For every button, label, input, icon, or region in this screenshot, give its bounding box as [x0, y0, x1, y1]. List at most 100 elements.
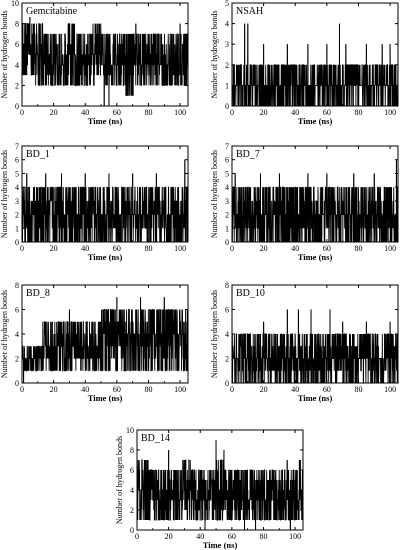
x-tick-label: 100 — [384, 244, 396, 253]
panel-title-backing — [234, 5, 263, 17]
hbond-series-line — [231, 23, 399, 107]
panel-title: NSAH — [236, 6, 263, 17]
plot-frame — [136, 429, 304, 531]
plot-frame — [21, 145, 189, 243]
x-axis-label: Time (ns) — [203, 540, 238, 550]
x-tick-label: 80 — [144, 385, 152, 394]
y-tick-label: 0 — [15, 379, 19, 388]
y-tick-label: 0 — [130, 526, 134, 535]
y-axis-label: Number of hydrogen bonds — [210, 290, 219, 378]
x-tick-label: 20 — [260, 108, 268, 117]
x-tick-label: 40 — [81, 244, 89, 253]
chart-panel-nsah: NSAH 0 20 40 60 80 100 0 1 2 3 4 5 Time (ns) Number of… — [210, 0, 399, 126]
y-tick-label: 5 — [15, 169, 19, 178]
y-tick-label: 0 — [15, 102, 19, 111]
y-tick-label: 1 — [225, 81, 229, 90]
x-tick-label: 20 — [260, 244, 268, 253]
y-tick-label: 4 — [15, 61, 19, 70]
x-tick-label: 20 — [50, 108, 58, 117]
x-tick-label: 0 — [230, 108, 234, 117]
y-tick-label: 7 — [225, 142, 229, 151]
y-tick-label: 6 — [130, 466, 134, 475]
x-tick-label: 100 — [174, 385, 186, 394]
x-tick-label: 60 — [323, 385, 331, 394]
y-tick-label: 4 — [225, 20, 229, 29]
panel-title: BD_7 — [236, 149, 260, 160]
y-axis-label: Number of hydrogen bonds — [0, 290, 9, 378]
y-tick-label: 4 — [225, 183, 229, 192]
x-tick-label: 60 — [113, 385, 121, 394]
panel-title: BD_10 — [236, 288, 265, 299]
x-tick-label: 20 — [50, 244, 58, 253]
panel-title: BD_8 — [26, 288, 50, 299]
y-tick-label: 2 — [15, 355, 19, 364]
panel-title-backing — [139, 432, 173, 444]
y-tick-label: 10 — [126, 426, 134, 435]
y-tick-label: 0 — [225, 238, 229, 247]
plot-frame — [231, 145, 399, 243]
x-tick-label: 0 — [20, 108, 24, 117]
y-tick-label: 5 — [225, 169, 229, 178]
y-tick-label: 4 — [15, 330, 19, 339]
y-tick-label: 1 — [15, 224, 19, 233]
y-tick-label: 7 — [15, 142, 19, 151]
x-tick-label: 100 — [289, 532, 301, 541]
y-tick-label: 4 — [130, 486, 134, 495]
y-tick-label: 6 — [15, 306, 19, 315]
y-tick-label: 2 — [225, 211, 229, 220]
y-tick-label: 3 — [225, 40, 229, 49]
x-tick-label: 100 — [174, 244, 186, 253]
x-tick-label: 40 — [291, 108, 299, 117]
y-tick-label: 10 — [11, 0, 19, 8]
y-axis-label: Number of hydrogen bonds — [210, 150, 219, 238]
x-tick-label: 40 — [291, 244, 299, 253]
y-tick-label: 2 — [225, 355, 229, 364]
x-tick-label: 80 — [259, 532, 267, 541]
x-tick-label: 60 — [113, 108, 121, 117]
y-tick-label: 6 — [15, 156, 19, 165]
x-tick-label: 0 — [20, 385, 24, 394]
x-tick-label: 40 — [196, 532, 204, 541]
y-tick-label: 2 — [15, 81, 19, 90]
chart-panel-gemcitabine: Gemcitabine 0 20 40 60 80 100 0 2 4 6 8 10 Time (ns) N… — [0, 0, 189, 126]
x-tick-label: 100 — [384, 108, 396, 117]
x-tick-label: 40 — [81, 108, 89, 117]
x-axis-label: Time (ns) — [88, 116, 123, 126]
x-tick-label: 60 — [323, 108, 331, 117]
x-tick-label: 80 — [354, 244, 362, 253]
chart-panel-bd-10: BD_10 0 20 40 60 80 100 0 2 4 6 8 Time (ns) Number of… — [210, 281, 399, 403]
y-axis-label: Number of hydrogen bonds — [0, 10, 9, 98]
panel-title: BD_14 — [141, 433, 170, 444]
x-axis-label: Time (ns) — [298, 116, 333, 126]
panel-title-backing — [24, 5, 92, 17]
x-tick-label: 20 — [260, 385, 268, 394]
x-tick-label: 0 — [230, 244, 234, 253]
x-tick-label: 80 — [144, 108, 152, 117]
y-axis-label: Number of hydrogen bonds — [0, 150, 9, 238]
chart-panel-bd-1: BD_1 0 20 40 60 80 100 0 1 2 3 4 5 6 7 Time (ns) Number … — [0, 142, 189, 262]
x-tick-label: 60 — [323, 244, 331, 253]
panel-title-backing — [24, 148, 53, 160]
x-tick-label: 0 — [135, 532, 139, 541]
y-tick-label: 5 — [225, 0, 229, 8]
y-tick-label: 8 — [15, 281, 19, 290]
y-axis-label: Number of hydrogen bonds — [210, 10, 219, 98]
y-tick-label: 6 — [15, 40, 19, 49]
hbond-series-line — [21, 297, 189, 384]
x-tick-label: 40 — [81, 385, 89, 394]
x-tick-label: 80 — [354, 385, 362, 394]
y-tick-label: 3 — [225, 197, 229, 206]
panel-title-backing — [234, 148, 263, 160]
x-tick-label: 20 — [50, 385, 58, 394]
x-tick-label: 20 — [165, 532, 173, 541]
x-axis-label: Time (ns) — [88, 393, 123, 403]
panel-title: BD_1 — [26, 149, 50, 160]
x-tick-label: 60 — [113, 244, 121, 253]
x-tick-label: 60 — [228, 532, 236, 541]
y-tick-label: 3 — [15, 197, 19, 206]
y-tick-label: 8 — [130, 446, 134, 455]
x-tick-label: 100 — [174, 108, 186, 117]
chart-panel-bd-7: BD_7 0 20 40 60 80 100 0 1 2 3 4 5 6 7 Time (ns) Number … — [210, 142, 399, 262]
y-tick-label: 4 — [15, 183, 19, 192]
